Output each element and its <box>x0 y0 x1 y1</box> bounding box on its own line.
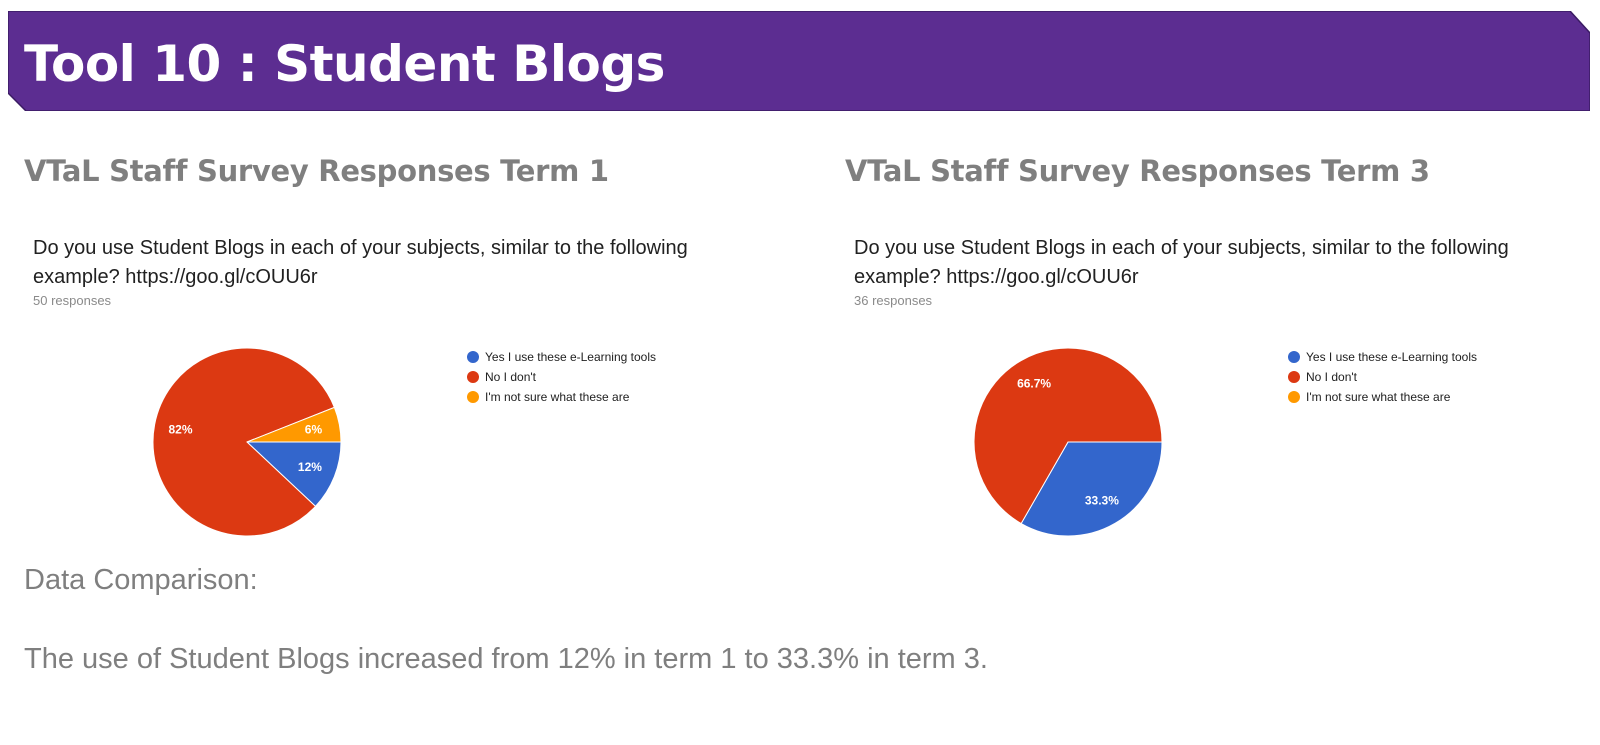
pie-data-label-2: 66.7% <box>1017 376 1051 390</box>
comparison-text: The use of Student Blogs increased from … <box>24 643 988 675</box>
legend-label: Yes I use these e-Learning tools <box>485 350 657 364</box>
legend-label: Yes I use these e-Learning tools <box>1306 350 1478 364</box>
legend-item-3: I'm not sure what these are <box>1288 387 1477 407</box>
response-count-term-1: 50 responses <box>33 293 112 308</box>
chart-title-term-3: Do you use Student Blogs in each of your… <box>854 237 1509 288</box>
legend-swatch <box>467 351 479 363</box>
comparison-label: Data Comparison: <box>24 564 258 596</box>
legend-label: I'm not sure what these are <box>1306 390 1451 404</box>
legend-item-2: No I don't <box>1288 367 1477 387</box>
pie-chart-term-1: 12% 82% 6% <box>152 347 342 537</box>
legend-label: I'm not sure what these are <box>485 390 630 404</box>
legend-item-3: I'm not sure what these are <box>467 387 656 407</box>
pie-chart-term-3: 33.3% 66.7% <box>973 347 1163 537</box>
legend-item-1: Yes I use these e-Learning tools <box>467 347 656 367</box>
chart-title-term-1: Do you use Student Blogs in each of your… <box>33 237 688 288</box>
pie-slice-1 <box>1020 441 1163 537</box>
pie-data-label-1: 33.3% <box>1085 494 1119 508</box>
page-title: Tool 10 : Student Blogs <box>24 35 665 93</box>
title-banner: Tool 10 : Student Blogs <box>8 11 1590 111</box>
pie-slice-1 <box>245 441 342 508</box>
section-heading-term-3: VTaL Staff Survey Responses Term 3 <box>845 154 1430 188</box>
banner-shape <box>8 11 1590 111</box>
chart-panel-term-1: VTaL Staff Survey Responses Term 1 Do yo… <box>24 150 784 550</box>
legend-swatch <box>1288 351 1300 363</box>
pie-slice-2 <box>973 347 1163 525</box>
legend-label: No I don't <box>485 370 536 384</box>
legend-item-2: No I don't <box>467 367 656 387</box>
legend-label: No I don't <box>1306 370 1357 384</box>
chart-panel-term-3: VTaL Staff Survey Responses Term 3 Do yo… <box>845 150 1600 550</box>
legend-term-1: Yes I use these e-Learning tools No I don… <box>467 347 656 407</box>
legend-swatch <box>467 391 479 403</box>
pie-slice-2 <box>152 347 336 537</box>
legend-swatch <box>1288 371 1300 383</box>
pie-data-label-3: 6% <box>305 422 323 436</box>
legend-term-3: Yes I use these e-Learning tools No I don… <box>1288 347 1477 407</box>
section-heading-term-1: VTaL Staff Survey Responses Term 1 <box>24 154 609 188</box>
legend-item-1: Yes I use these e-Learning tools <box>1288 347 1477 367</box>
legend-swatch <box>1288 391 1300 403</box>
response-count-term-3: 36 responses <box>854 293 933 308</box>
pie-data-label-2: 82% <box>169 422 193 436</box>
pie-data-label-1: 12% <box>298 460 322 474</box>
pie-slice-3 <box>246 406 342 443</box>
legend-swatch <box>467 371 479 383</box>
